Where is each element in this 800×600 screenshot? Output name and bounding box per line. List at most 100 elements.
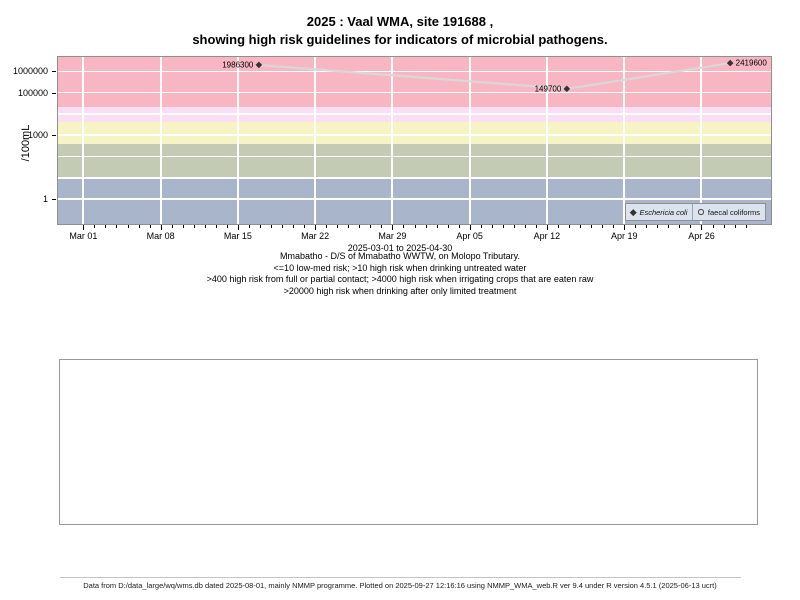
x-major-tick [701,225,703,230]
y-tick [52,71,56,73]
y-tick-label: 1 [42,194,48,205]
x-minor-tick [304,225,306,228]
series-line [258,62,731,90]
h-gridline [58,198,771,200]
x-minor-tick [204,225,206,228]
footer-text: Data from D:/data_large/wq/wms.db dated … [83,581,717,590]
x-minor-tick [690,225,692,228]
v-gridline [236,57,239,224]
x-minor-tick [271,225,273,228]
footer-divider [60,577,741,578]
x-minor-tick [646,225,648,228]
v-gridline [159,57,162,224]
x-tick-label: Apr 19 [610,231,638,241]
legend-item-eschericia-coli: Eschericia coli [626,204,692,220]
x-minor-tick [712,225,714,228]
x-axis-title: 2025-03-01 to 2025-04-30 [347,243,453,253]
chart-title-line1: 2025 : Vaal WMA, site 191688 , [306,14,494,29]
x-minor-tick [414,225,416,228]
v-gridline [623,57,626,224]
x-minor-tick [425,225,427,228]
caption: Mmabatho - D/S of Mmabatho WWTW, on Molo… [0,251,800,297]
x-minor-tick [569,225,571,228]
risk-band-10-400-drinking-untreated [58,143,771,178]
x-major-tick [392,225,394,230]
v-gridline [545,57,548,224]
x-minor-tick [359,225,361,228]
x-minor-tick [723,225,725,228]
x-minor-tick [171,225,173,228]
data-point-label: 149700 [535,84,562,93]
x-minor-tick [657,225,659,228]
x-minor-tick [679,225,681,228]
x-major-tick [469,225,471,230]
x-minor-tick [293,225,295,228]
x-major-tick [160,225,162,230]
x-minor-tick [524,225,526,228]
y-tick [52,199,56,201]
y-tick-label: 100000 [17,87,48,98]
x-minor-tick [326,225,328,228]
v-gridline [700,57,703,224]
h-gridline [58,70,771,73]
x-major-tick [315,225,317,230]
x-minor-tick [557,225,559,228]
chart-title: 2025 : Vaal WMA, site 191688 , showing h… [0,13,800,49]
h-gridline [58,155,771,158]
x-minor-tick [149,225,151,228]
x-tick-label: Apr 05 [456,231,483,241]
v-gridline [314,57,317,224]
y-tick-label: 1000000 [12,66,48,77]
v-gridline [468,57,471,224]
x-tick-label: Apr 26 [688,231,715,241]
caption-risk-line3: >20000 high risk when drinking after onl… [283,285,517,296]
x-minor-tick [480,225,482,228]
h-gridline [58,113,771,115]
caption-risk-line1: <=10 low-med risk; >10 high risk when dr… [273,262,527,273]
legend-item-faecal-coliforms: faecal coliforms [692,204,765,220]
x-minor-tick [370,225,372,228]
y-tick [52,92,56,94]
x-major-tick [546,225,548,230]
x-minor-tick [94,225,96,228]
caption-site-line: Mmabatho - D/S of Mmabatho WWTW, on Molo… [280,251,520,261]
y-tick-label: 1000 [27,130,48,141]
v-gridline [391,57,394,224]
risk-band-400-4000-full-partial-contact [58,122,771,144]
x-minor-tick [591,225,593,228]
caption-risk-line2: >400 high risk from full or partial cont… [206,274,594,285]
x-minor-tick [193,225,195,228]
x-minor-tick [248,225,250,228]
data-point-marker [563,85,571,93]
x-minor-tick [282,225,284,228]
x-minor-tick [502,225,504,228]
x-minor-tick [436,225,438,228]
plot-panel: 1986300 149700 2419600 Eschericia coli faec… [57,56,772,225]
y-tick [52,135,56,137]
x-minor-tick [381,225,383,228]
x-tick-label: Apr 12 [533,231,561,241]
x-major-tick [83,225,85,230]
x-minor-tick [403,225,405,228]
x-minor-tick [116,225,118,228]
h-gridline [58,134,771,136]
x-minor-tick [215,225,217,228]
x-tick-label: Mar 08 [146,231,175,241]
x-minor-tick [513,225,515,228]
x-tick-label: Mar 29 [378,231,407,241]
x-minor-tick [535,225,537,228]
x-tick-label: Mar 15 [223,231,252,241]
x-minor-tick [734,225,736,228]
data-point-label: 1986300 [222,61,254,70]
x-minor-tick [182,225,184,228]
risk-band-4000-20000-irrigating-raw-crops [58,107,771,123]
x-tick-label: Mar 22 [301,231,330,241]
x-minor-tick [458,225,460,228]
x-minor-tick [138,225,140,228]
x-minor-tick [226,225,228,228]
legend: Eschericia coli faecal coliforms [624,203,766,221]
x-minor-tick [745,225,747,228]
x-minor-tick [602,225,604,228]
x-minor-tick [447,225,449,228]
h-gridline [58,91,771,94]
